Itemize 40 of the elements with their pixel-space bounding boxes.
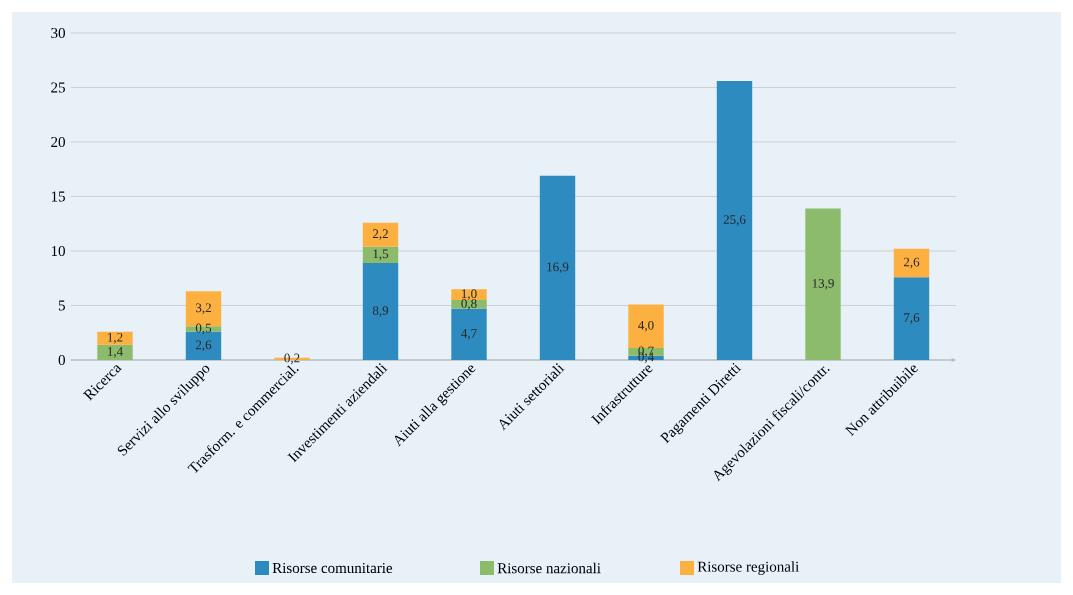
data-label: 4,7 — [461, 329, 477, 340]
legend-label: Risorse nazionali — [497, 562, 601, 574]
data-label: 16,9 — [547, 262, 569, 274]
data-label: 1,0 — [462, 289, 477, 300]
data-label: 2,6 — [903, 257, 920, 269]
y-tick-label: 10 — [51, 245, 65, 257]
bar — [362, 262, 399, 360]
y-tick-label: 0 — [58, 354, 65, 366]
data-label: 1,4 — [108, 347, 123, 358]
y-tick-label: 15 — [51, 191, 65, 202]
bar — [97, 331, 133, 345]
data-label: 13,9 — [812, 278, 834, 290]
legend-label: Risorse regionali — [697, 561, 799, 575]
bar — [362, 246, 399, 263]
bar — [451, 300, 487, 309]
data-label: 8,9 — [372, 306, 389, 317]
data-label: 0,8 — [461, 299, 477, 310]
bar — [362, 222, 399, 247]
bar — [893, 277, 930, 360]
data-label: 4,0 — [638, 320, 654, 332]
y-tick-label: 30 — [51, 27, 65, 39]
bar — [451, 289, 487, 301]
bar — [716, 80, 753, 360]
data-label: 1,2 — [108, 332, 123, 344]
data-label: 2,6 — [195, 340, 212, 352]
data-label: 0,5 — [195, 323, 212, 335]
bar — [805, 208, 841, 360]
bar — [893, 248, 930, 278]
y-tick-label: 5 — [58, 300, 65, 311]
data-label: 3,2 — [196, 303, 211, 315]
legend-label: Risorse comunitarie — [272, 562, 393, 574]
bar — [539, 175, 576, 360]
bar — [451, 308, 487, 360]
bar — [97, 344, 133, 360]
data-label: 7,6 — [904, 313, 920, 324]
y-tick-label: 20 — [51, 136, 65, 148]
y-tick-label: 25 — [51, 82, 65, 93]
data-label: 1,5 — [373, 249, 389, 261]
data-label: 2,2 — [372, 229, 388, 240]
data-label: 25,6 — [723, 215, 746, 226]
